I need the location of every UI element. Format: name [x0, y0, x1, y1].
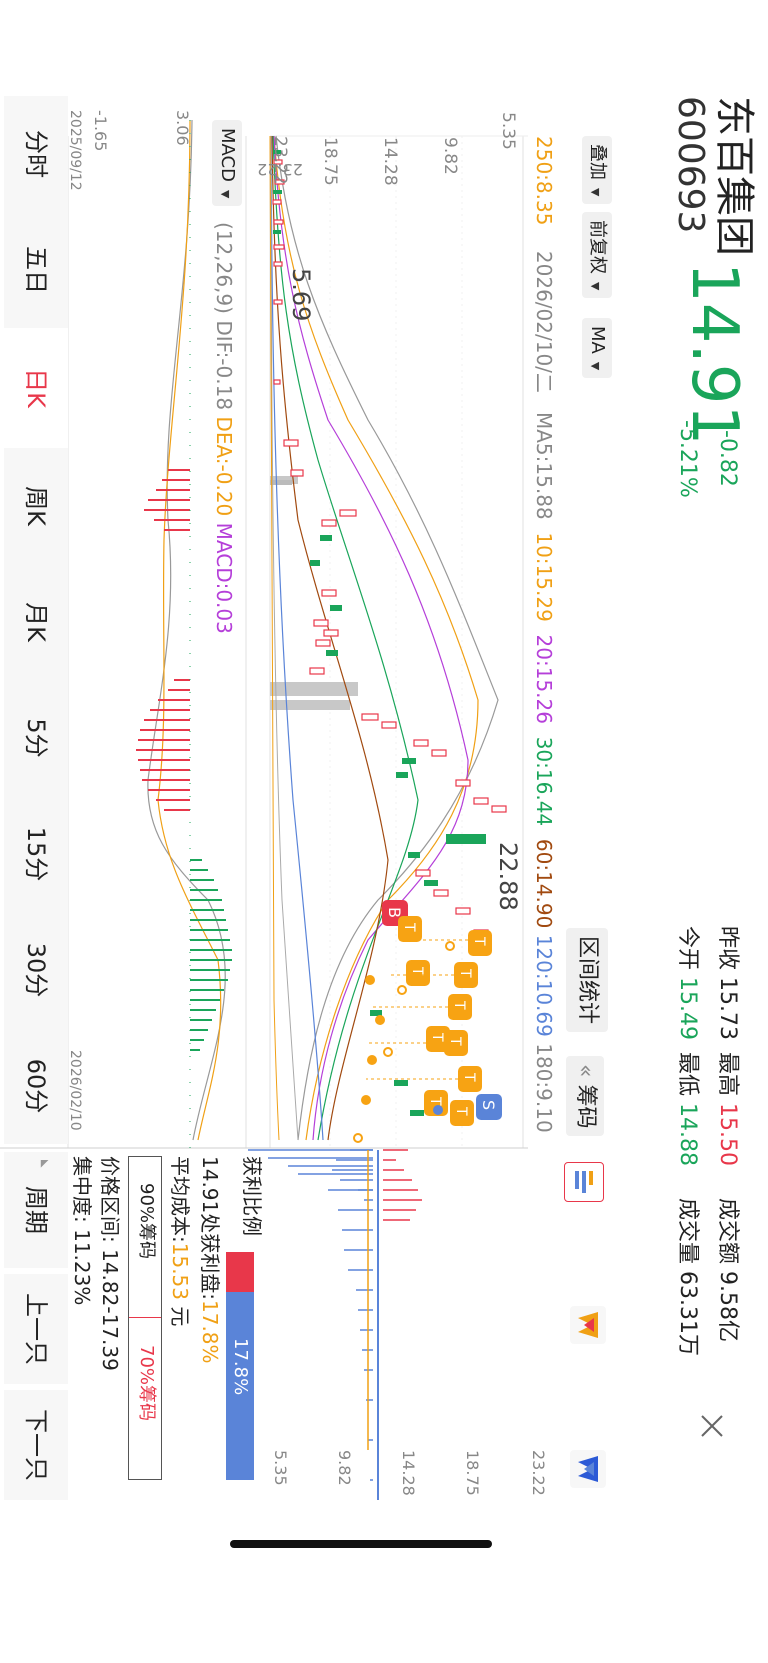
svg-text:T: T: [453, 1106, 469, 1116]
corner-triangle-icon: ◣: [39, 1160, 50, 1168]
profit-ratio-bar: 17.8%: [226, 1252, 254, 1480]
caret-down-icon: ▼: [219, 189, 232, 199]
low-annotation: 5.69: [287, 268, 315, 322]
tab-60min[interactable]: 60分: [4, 1028, 68, 1144]
prev-stock-button[interactable]: 上一只: [4, 1274, 68, 1384]
tab-15min[interactable]: 15分: [4, 796, 68, 912]
tab-intraday[interactable]: 分时: [4, 96, 68, 212]
chip-axis-1: 23.22: [529, 1450, 548, 1496]
date-end: 2026/02/10: [67, 1050, 83, 1131]
macd-y-bottom: -1.65: [91, 110, 110, 152]
avg-cost: 平均成本:15.53 元: [168, 1156, 192, 1327]
chip-axis-5: 5.35: [271, 1450, 290, 1486]
macd-values: (12,26,9) DIF:-0.18 DEA:-0.20 MACD:0.03: [212, 222, 236, 634]
svg-text:T: T: [409, 966, 425, 976]
chip-chart-icon[interactable]: [564, 1162, 604, 1202]
tab-weekly-k[interactable]: 周K: [4, 448, 68, 564]
tab-cycle[interactable]: 周期 ◣: [4, 1152, 68, 1268]
home-indicator-bar[interactable]: [230, 1540, 492, 1548]
svg-text:T: T: [447, 1036, 463, 1046]
close-icon[interactable]: [696, 1410, 728, 1442]
svg-text:T: T: [401, 922, 417, 932]
w-logo-orange[interactable]: [570, 1306, 606, 1344]
axis-y-2: 18.75: [320, 137, 340, 186]
tab-daily-k[interactable]: 日K: [4, 328, 68, 448]
svg-text:T: T: [429, 1032, 445, 1042]
price-range: 价格区间: 14.82-17.39: [98, 1156, 122, 1371]
svg-text:T: T: [427, 1096, 443, 1106]
axis-y-4: 9.82: [440, 137, 460, 175]
profit-ratio-label: 获利比例: [240, 1156, 264, 1236]
chip-tabs: 90%筹码 70%筹码: [128, 1156, 162, 1480]
chip-axis-3: 14.28: [399, 1450, 418, 1496]
svg-text:T: T: [461, 1072, 477, 1082]
tab-monthly-k[interactable]: 月K: [4, 564, 68, 680]
svg-text:T: T: [471, 936, 487, 946]
tab-30min[interactable]: 30分: [4, 912, 68, 1028]
svg-text:B: B: [385, 907, 404, 918]
axis-y-3: 14.28: [380, 137, 400, 186]
svg-text:T: T: [457, 968, 473, 978]
macd-y-top: 3.06: [173, 110, 192, 146]
profit-at-price: 14.91处获利盘:17.8%: [198, 1156, 222, 1364]
macd-dropdown[interactable]: MACD▼: [212, 120, 242, 207]
tab-70-chips[interactable]: 70%筹码: [136, 1345, 157, 1422]
concentration: 集中度: 11.23%: [70, 1156, 94, 1306]
axis-y-5: 5.35: [498, 112, 518, 150]
chip-axis-4: 9.82: [335, 1450, 354, 1486]
chip-distribution: [248, 1149, 422, 1500]
high-annotation: 22.88: [494, 842, 522, 911]
date-start: 2025/09/12: [67, 110, 83, 191]
tab-five-day[interactable]: 五日: [4, 212, 68, 328]
tab-5min[interactable]: 5分: [4, 680, 68, 796]
svg-text:T: T: [451, 1000, 467, 1010]
next-stock-button[interactable]: 下一只: [4, 1390, 68, 1500]
svg-text:S: S: [479, 1100, 498, 1110]
tab-90-chips[interactable]: 90%筹码: [136, 1183, 157, 1260]
w-logo-blue[interactable]: [570, 1450, 606, 1488]
chip-axis-2: 18.75: [463, 1450, 482, 1496]
